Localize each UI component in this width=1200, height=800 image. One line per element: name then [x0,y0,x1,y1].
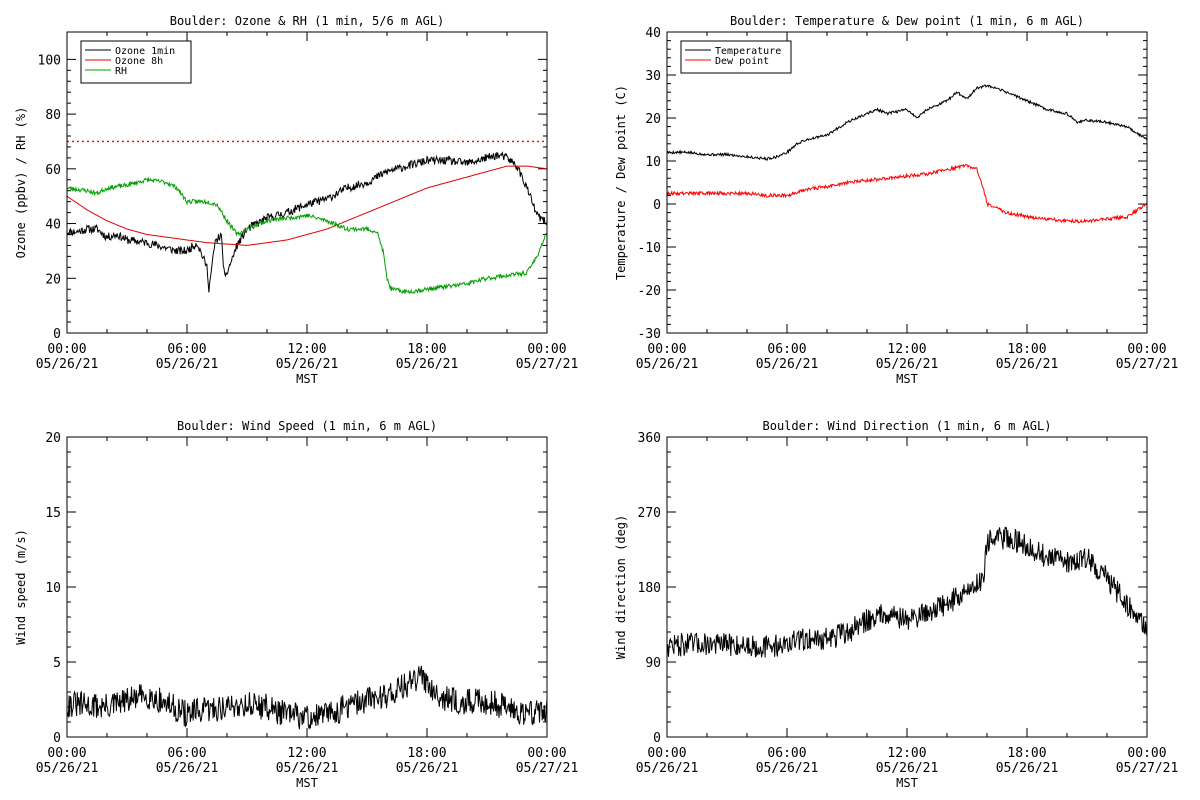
plot-frame [66,436,548,738]
legend-label: Temperature [715,46,781,57]
x-axis-label: MST [896,776,918,790]
x-tick-label: 05/26/21 [36,357,99,372]
x-axis-label: MST [896,372,918,386]
x-tick-label: 05/26/21 [996,357,1059,372]
x-tick-label: 18:00 [1007,342,1046,357]
x-tick-label: 05/26/21 [756,357,819,372]
y-tick-label: 20 [45,431,61,446]
series-line-dew-point [667,163,1147,224]
x-tick-label: 00:00 [47,342,86,357]
chart-title: Boulder: Ozone & RH (1 min, 5/6 m AGL) [170,14,445,28]
x-tick-label: 00:00 [647,746,686,761]
series-line-data [667,526,1147,658]
y-tick-label: 5 [53,656,61,671]
legend-label: Ozone 1min [115,46,175,57]
y-tick-label: 80 [45,108,61,123]
chart-title: Boulder: Wind Direction (1 min, 6 m AGL) [763,419,1052,433]
x-tick-label: 00:00 [647,342,686,357]
x-tick-label: 05/26/21 [876,761,939,776]
y-axis-label: Ozone (ppbv) / RH (%) [14,107,28,259]
x-tick-label: 18:00 [407,746,446,761]
y-tick-label: 360 [638,431,661,446]
x-tick-label: 05/26/21 [396,357,459,372]
x-axis-label: MST [296,776,318,790]
legend-box [80,40,192,84]
x-tick-label: 05/26/21 [36,761,99,776]
panel-temperature-dewpoint: Boulder: Temperature & Dew point (1 min,… [614,14,1178,386]
x-tick-label: 12:00 [287,746,326,761]
legend-box [680,40,792,74]
x-tick-label: 06:00 [767,342,806,357]
x-tick-label: 06:00 [167,342,206,357]
plot-frame [66,31,548,334]
panel-wind-speed: Boulder: Wind Speed (1 min, 6 m AGL) Wind… [14,419,578,790]
y-tick-label: 10 [45,581,61,596]
y-tick-label: 10 [645,155,661,170]
y-axis-label: Wind speed (m/s) [14,529,28,645]
series-line-ozone-1min [67,150,547,293]
x-tick-label: 00:00 [527,746,566,761]
y-tick-label: -20 [638,284,661,299]
y-tick-label: 0 [53,731,61,746]
legend-label: Dew point [715,56,769,67]
x-tick-label: 05/26/21 [396,761,459,776]
panel-ozone-rh: Boulder: Ozone & RH (1 min, 5/6 m AGL) Oz… [14,14,578,386]
x-tick-label: 12:00 [887,746,926,761]
x-tick-label: 12:00 [287,342,326,357]
y-tick-label: -30 [638,327,661,342]
x-tick-label: 00:00 [47,746,86,761]
chart-title: Boulder: Temperature & Dew point (1 min,… [730,14,1084,28]
x-tick-label: 06:00 [767,746,806,761]
y-tick-label: 100 [38,53,61,68]
y-tick-label: 30 [645,69,661,84]
y-tick-label: 20 [45,272,61,287]
series-line-data [67,665,547,731]
y-tick-label: 0 [53,327,61,342]
series-line-rh [67,176,547,295]
y-tick-label: 270 [638,506,661,521]
x-tick-label: 05/26/21 [156,357,219,372]
x-tick-label: 12:00 [887,342,926,357]
x-tick-label: 05/26/21 [636,761,699,776]
plot-frame [666,436,1148,738]
legend-label: RH [115,66,127,77]
x-tick-label: 05/26/21 [276,761,339,776]
x-tick-label: 05/26/21 [156,761,219,776]
x-tick-label: 05/27/21 [516,357,579,372]
x-tick-label: 05/27/21 [516,761,579,776]
y-tick-label: 60 [45,163,61,178]
y-tick-label: 0 [653,198,661,213]
x-axis-label: MST [296,372,318,386]
y-axis-label: Wind direction (deg) [614,515,628,660]
series-line-temperature [667,84,1147,161]
x-tick-label: 00:00 [1127,746,1166,761]
x-tick-label: 06:00 [167,746,206,761]
chart-title: Boulder: Wind Speed (1 min, 6 m AGL) [177,419,437,433]
x-tick-label: 05/26/21 [996,761,1059,776]
plot-frame [666,31,1148,334]
x-tick-label: 18:00 [407,342,446,357]
y-tick-label: 90 [645,656,661,671]
x-tick-label: 05/26/21 [876,357,939,372]
legend-label: Ozone 8h [115,56,163,67]
x-tick-label: 05/26/21 [756,761,819,776]
x-tick-label: 05/27/21 [1116,761,1179,776]
y-tick-label: -10 [638,241,661,256]
x-tick-label: 05/26/21 [276,357,339,372]
x-tick-label: 05/27/21 [1116,357,1179,372]
y-tick-label: 40 [45,218,61,233]
y-axis-label: Temperature / Dew point (C) [614,85,628,280]
y-tick-label: 20 [645,112,661,127]
y-tick-label: 180 [638,581,661,596]
x-tick-label: 18:00 [1007,746,1046,761]
x-tick-label: 05/26/21 [636,357,699,372]
panel-wind-direction: Boulder: Wind Direction (1 min, 6 m AGL)… [614,419,1178,790]
y-tick-label: 40 [645,26,661,41]
y-tick-label: 0 [653,731,661,746]
x-tick-label: 00:00 [527,342,566,357]
series-line-ozone-8h [67,165,547,246]
y-tick-label: 15 [45,506,61,521]
x-tick-label: 00:00 [1127,342,1166,357]
